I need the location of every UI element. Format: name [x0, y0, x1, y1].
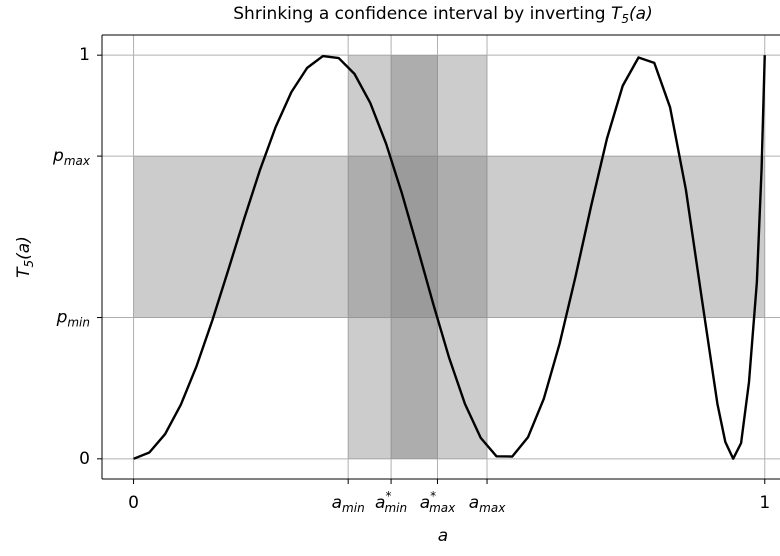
- y-axis-label: T5(a): [14, 236, 36, 278]
- x-interval: [348, 55, 488, 459]
- curve: [133, 54, 766, 460]
- x-tick-label: 1: [759, 493, 770, 513]
- x-tick-label: a* max: [420, 489, 456, 515]
- y-tick-label: 1: [79, 45, 90, 65]
- y-tick-label: pmin: [56, 308, 90, 330]
- x-tick-label: a* min: [375, 489, 407, 515]
- chart-title: Shrinking a confidence interval by inver…: [233, 4, 652, 26]
- y-tick-label: pmax: [52, 146, 91, 168]
- x-tick-label: amax: [469, 493, 506, 515]
- x-tick-label: amin: [332, 493, 365, 515]
- x-tick-label: 0: [128, 493, 139, 513]
- x-axis-label: a: [438, 526, 448, 546]
- x-interval: [391, 55, 438, 459]
- y-tick-label: 0: [79, 449, 90, 469]
